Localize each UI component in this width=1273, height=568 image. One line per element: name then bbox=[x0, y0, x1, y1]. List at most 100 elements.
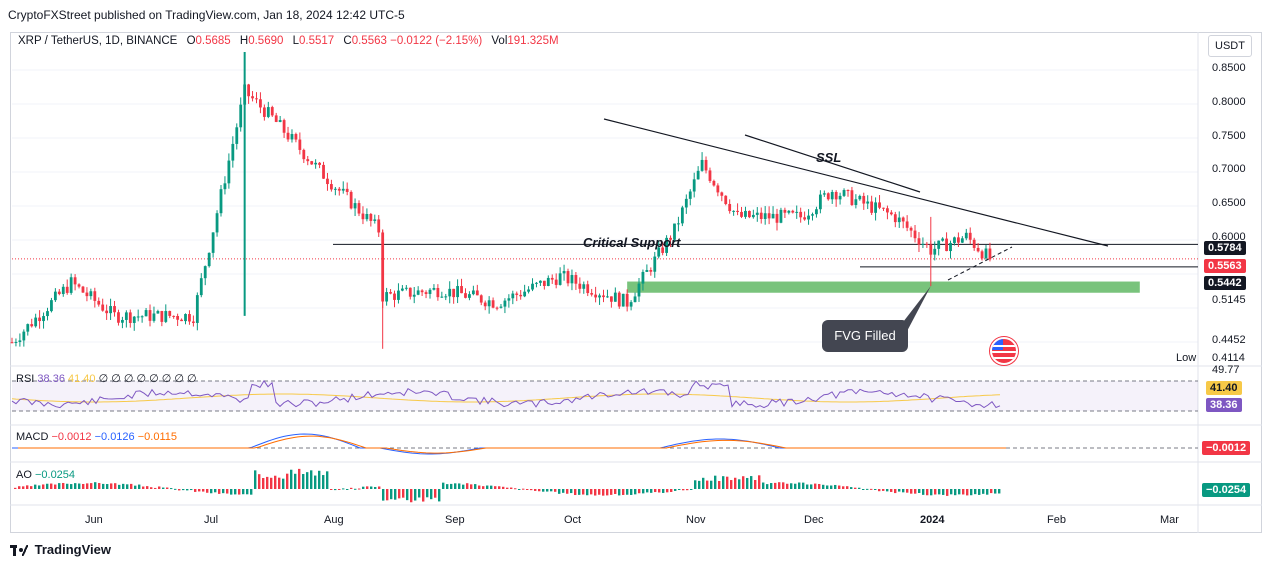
candle-body bbox=[925, 243, 929, 245]
candle-body bbox=[941, 238, 945, 241]
rsi-tag: 38.36 bbox=[1206, 398, 1242, 412]
candle-body bbox=[688, 191, 692, 199]
candle-body bbox=[211, 232, 215, 253]
ao-bar bbox=[994, 489, 997, 494]
candle-body bbox=[361, 213, 365, 220]
ao-bar bbox=[986, 489, 989, 495]
ao-bar bbox=[954, 489, 957, 496]
open-value: 0.5685 bbox=[195, 35, 231, 47]
time-tick: Nov bbox=[686, 514, 706, 526]
macd-value: −0.0126 bbox=[94, 431, 135, 443]
currency-button[interactable]: USDT bbox=[1208, 35, 1252, 57]
ao-bar bbox=[814, 483, 817, 489]
ao-bar bbox=[78, 483, 81, 489]
ao-bar bbox=[126, 484, 129, 489]
candle-body bbox=[972, 239, 976, 248]
ao-bar bbox=[806, 484, 809, 489]
candle-body bbox=[180, 319, 183, 322]
ao-bar bbox=[82, 483, 85, 489]
ao-bar bbox=[546, 489, 549, 492]
ao-bar bbox=[206, 489, 209, 493]
ao-bar bbox=[842, 486, 845, 489]
candle-body bbox=[128, 312, 132, 323]
candle-body bbox=[838, 195, 842, 200]
candle-body bbox=[535, 282, 538, 284]
candle-body bbox=[113, 306, 116, 313]
ao-bar bbox=[278, 477, 281, 489]
candle-body bbox=[314, 162, 318, 165]
candle-body bbox=[874, 202, 877, 213]
ao-bar bbox=[974, 489, 977, 495]
candle-body bbox=[882, 207, 885, 209]
ao-bar bbox=[626, 489, 629, 495]
ao-bar bbox=[158, 486, 161, 489]
price-tick: 0.6000 bbox=[1212, 231, 1246, 243]
candle-body bbox=[566, 271, 570, 284]
ao-bar bbox=[62, 482, 65, 489]
ao-bar bbox=[306, 472, 309, 489]
candle-body bbox=[14, 341, 18, 343]
ao-bar bbox=[970, 489, 973, 496]
candle-body bbox=[834, 191, 838, 200]
ao-bar bbox=[74, 483, 77, 489]
candle-body bbox=[310, 161, 314, 165]
candle-body bbox=[53, 291, 57, 301]
candle-body bbox=[148, 310, 152, 321]
ao-bar bbox=[218, 489, 221, 494]
candle-body bbox=[889, 212, 893, 215]
price-tick: 0.7000 bbox=[1212, 163, 1246, 175]
ao-bar bbox=[490, 485, 493, 489]
tradingview-logo[interactable]: TradingView bbox=[10, 542, 111, 557]
ao-bar bbox=[394, 489, 397, 500]
ao-bar bbox=[122, 483, 125, 489]
fvg-callout: FVG Filled bbox=[822, 320, 908, 352]
candle-body bbox=[369, 214, 373, 221]
candle-body bbox=[799, 211, 803, 218]
ao-bar bbox=[654, 489, 657, 493]
candle-body bbox=[795, 211, 799, 213]
ao-bar bbox=[730, 480, 733, 489]
candle-body bbox=[448, 288, 452, 297]
ao-bar bbox=[638, 489, 641, 494]
candle-body bbox=[921, 243, 925, 245]
ao-bar bbox=[854, 487, 857, 489]
chart-frame[interactable] bbox=[10, 32, 1262, 533]
candle-body bbox=[613, 292, 617, 302]
candle-body bbox=[578, 283, 582, 289]
close-label: C bbox=[343, 35, 352, 47]
ao-bar bbox=[326, 471, 329, 489]
ao-bar bbox=[682, 489, 685, 491]
candle-body bbox=[349, 191, 353, 209]
ao-bar bbox=[134, 485, 137, 489]
us-event-icon[interactable] bbox=[990, 337, 1018, 365]
ao-bar bbox=[198, 489, 201, 492]
candle-body bbox=[235, 127, 239, 144]
macd-legend: MACD −0.0012 −0.0126 −0.0115 bbox=[16, 431, 177, 443]
ao-bar bbox=[610, 489, 613, 495]
ao-bar bbox=[646, 489, 649, 493]
ao-bar bbox=[910, 489, 913, 494]
ao-bar bbox=[422, 489, 425, 502]
candle-body bbox=[590, 293, 594, 295]
candle-body bbox=[594, 294, 598, 298]
ao-bar bbox=[214, 489, 217, 493]
candle-body bbox=[286, 132, 290, 140]
ao-bar bbox=[858, 487, 861, 489]
candle-body bbox=[665, 237, 668, 253]
low-label: Low bbox=[1176, 352, 1197, 364]
candle-body bbox=[168, 311, 172, 316]
candle-body bbox=[830, 191, 834, 200]
candle-body bbox=[846, 190, 850, 192]
ao-bar bbox=[606, 489, 609, 496]
ao-bar bbox=[294, 473, 297, 489]
candle-body bbox=[558, 273, 562, 285]
ao-bar bbox=[942, 489, 945, 495]
time-tick: Oct bbox=[564, 514, 582, 526]
candle-body bbox=[984, 248, 988, 259]
ao-bar bbox=[882, 489, 885, 491]
ao-bar bbox=[458, 483, 461, 489]
close-value: 0.5563 bbox=[351, 35, 387, 47]
candle-body bbox=[968, 232, 972, 240]
candle-body bbox=[298, 139, 302, 150]
